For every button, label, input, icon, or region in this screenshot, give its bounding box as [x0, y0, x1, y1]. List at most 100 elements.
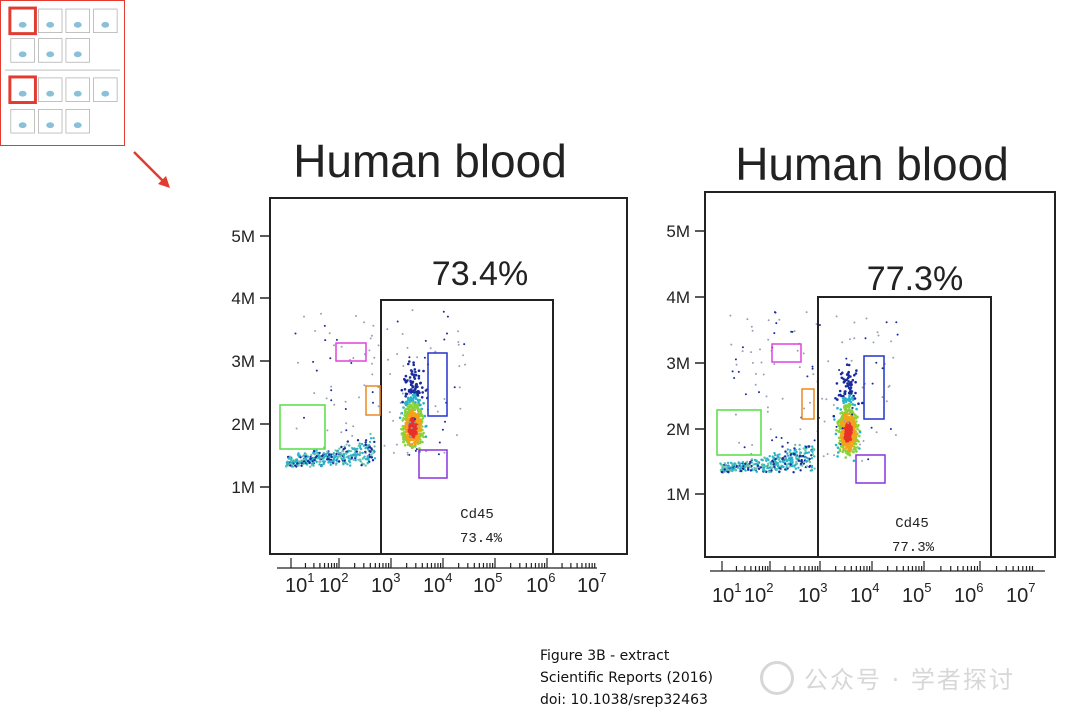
- event-dot: [744, 462, 747, 465]
- gate-percent: 73.4%: [432, 255, 528, 293]
- event-dot: [324, 454, 328, 458]
- event-dot: [425, 424, 428, 428]
- event-dot: [794, 467, 798, 470]
- event-dot: [354, 448, 357, 451]
- cd45-gate: [380, 299, 554, 555]
- event-dot: [845, 357, 848, 360]
- event-dot: [754, 372, 757, 375]
- event-dot: [340, 345, 343, 348]
- event-dot: [417, 377, 421, 380]
- event-dot: [437, 453, 440, 456]
- event-dot: [358, 396, 360, 399]
- thumbnail-highlight-top: [8, 6, 37, 36]
- event-dot: [407, 362, 410, 366]
- event-dot: [413, 413, 417, 416]
- event-dot: [834, 432, 838, 436]
- event-dot: [320, 464, 324, 467]
- event-dot: [785, 466, 788, 469]
- event-dot: [842, 448, 845, 452]
- event-dot: [774, 453, 777, 457]
- event-dot: [788, 451, 791, 454]
- event-dot: [798, 448, 801, 451]
- event-dot: [367, 444, 371, 447]
- event-dot: [736, 466, 740, 469]
- event-dot: [411, 393, 415, 397]
- wechat-icon: [760, 660, 794, 695]
- event-dot: [418, 398, 421, 402]
- event-dot: [861, 386, 864, 389]
- event-dot: [406, 433, 410, 437]
- event-scatter: [284, 309, 466, 468]
- event-dot: [770, 469, 773, 472]
- event-dot: [400, 412, 402, 415]
- event-dot: [415, 390, 418, 394]
- event-dot: [793, 330, 796, 333]
- event-dot: [769, 428, 772, 431]
- event-dot: [858, 447, 861, 450]
- event-dot: [789, 453, 792, 457]
- event-dot: [338, 452, 341, 455]
- event-dot: [721, 466, 725, 469]
- event-dot: [404, 434, 408, 437]
- flow-plot-2: Human blood 5M 4M 3M 2M 1M 101 102 103 1…: [666, 138, 1056, 607]
- event-dot: [333, 455, 336, 458]
- event-dot: [406, 451, 409, 454]
- event-dot: [401, 333, 404, 335]
- event-dot: [367, 458, 370, 461]
- event-dot: [464, 363, 466, 366]
- event-dot: [383, 444, 386, 447]
- event-dot: [776, 465, 780, 468]
- event-dot: [767, 338, 770, 341]
- event-dot: [798, 366, 801, 369]
- event-dot: [811, 445, 814, 448]
- event-dot: [784, 468, 787, 471]
- x-tick-label: 103: [798, 580, 827, 607]
- event-dot: [351, 434, 354, 437]
- event-dot: [362, 457, 365, 460]
- event-dot: [309, 457, 312, 460]
- event-dot: [789, 449, 792, 452]
- event-dot: [459, 407, 462, 410]
- event-dot: [423, 414, 427, 418]
- event-dot: [832, 404, 835, 406]
- event-dot: [408, 430, 412, 434]
- event-dot: [402, 406, 405, 409]
- event-dot: [854, 372, 858, 375]
- event-dot: [407, 422, 410, 425]
- event-dot: [322, 457, 325, 460]
- event-dot: [774, 311, 777, 314]
- caption-line-2: Scientific Reports (2016): [540, 670, 714, 686]
- x-tick-label: 101: [712, 580, 741, 607]
- event-dot: [800, 460, 803, 463]
- event-dot: [438, 441, 441, 444]
- event-dot: [847, 422, 850, 425]
- event-dot: [301, 455, 304, 458]
- event-dot: [812, 447, 815, 451]
- event-dot: [867, 458, 870, 461]
- event-dot: [895, 321, 898, 324]
- event-dot: [411, 390, 414, 394]
- gate-percent: 77.3%: [867, 260, 963, 298]
- event-dot: [844, 414, 848, 417]
- x-tick-label: 102: [744, 580, 773, 607]
- event-dot: [839, 412, 842, 415]
- event-dot: [870, 426, 873, 429]
- event-dot: [413, 431, 416, 434]
- event-dot: [851, 396, 854, 400]
- event-dot: [774, 467, 777, 470]
- event-dot: [334, 449, 337, 452]
- event-dot: [809, 401, 811, 404]
- event-dot: [346, 463, 349, 466]
- event-dot: [294, 332, 297, 335]
- event-dot: [837, 436, 841, 440]
- event-dot: [345, 429, 348, 432]
- event-dot: [849, 338, 851, 341]
- event-dot: [417, 374, 421, 378]
- event-dot: [875, 431, 878, 434]
- event-dot: [401, 400, 404, 404]
- event-dot: [778, 470, 781, 473]
- event-dot: [841, 434, 845, 438]
- event-dot: [825, 398, 828, 401]
- event-dot: [457, 343, 460, 346]
- event-dot: [781, 460, 785, 463]
